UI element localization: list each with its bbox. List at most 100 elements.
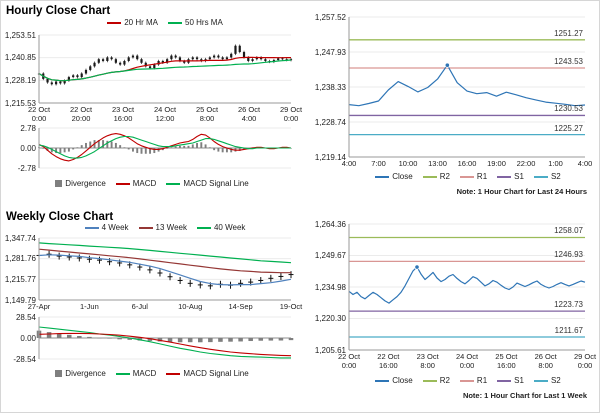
legend-label: Close [392,172,413,181]
hourly-sr-x-tick: 13:00 [428,159,447,168]
legend-line-swatch [375,379,390,382]
legend-label: Divergence [65,369,106,378]
legend-line-swatch [533,175,548,178]
weekly-close-x-tick: 10-Aug [178,302,203,311]
hourly-close-x-tick: 29 Oct 0:00 [279,105,303,123]
legend-line-swatch [84,226,99,229]
hourly-sr-x-tick: 19:00 [487,159,506,168]
legend-label: MACD [132,369,157,378]
legend-label: 4 Week [101,223,129,232]
legend-label: 50 Hrs MA [185,18,223,27]
hourly-sr-note: Note: 1 Hour Chart for Last 24 Hours [456,187,587,196]
legend-line-swatch [422,379,437,382]
hourly-sr-x-tick: 16:00 [457,159,477,168]
hourly-close-x-tick: 22 Oct 20:00 [69,105,93,123]
weekly-sr-x-tick: 22 Oct 0:00 [337,352,361,370]
hourly-close-x-tick: 22 Oct 0:00 [27,105,51,123]
legend-line-swatch [422,175,437,178]
legend-item: R2 [422,376,450,385]
weekly-close-x-tick: 27-Apr [27,302,51,311]
weekly-close-plot [36,237,294,301]
legend-item: Divergence [55,369,106,378]
weekly-sr-x-tick: 29 Oct 0:00 [573,352,597,370]
weekly-close-y-tick: 1,215.77 [4,274,36,284]
legend-item: 20 Hr MA [107,18,158,27]
legend-line-swatch [115,182,130,185]
hourly-close-plot [37,34,293,104]
legend-item: 40 Week [196,223,246,232]
weekly-sr-y-tick: 1,249.67 [314,251,346,260]
legend-item: 50 Hrs MA [168,18,223,27]
hourly-close-y-tick: 1,215.53 [4,98,36,108]
hourly-close-x-tick: 23 Oct 16:00 [111,105,135,123]
legend-item: Divergence [55,179,106,188]
legend-item: R2 [422,172,450,181]
hourly-sr-y-tick: 1,228.74 [314,117,346,127]
weekly-sr-r2-value-label: 1258.07 [554,226,583,236]
legend-item: R1 [459,376,488,385]
legend-line-swatch [115,372,130,375]
weekly-sr-legend: Close R2 R1 S1 S2 [349,376,587,385]
legend-line-swatch [497,379,512,382]
hourly-sr-y-tick: 1,257.52 [314,12,346,22]
legend-line-swatch [107,21,122,24]
legend-label: S1 [514,172,524,181]
hourly-chart-title: Hourly Close Chart [6,5,111,17]
legend-line-swatch [459,175,474,178]
weekly-sr-r1-value-label: 1246.93 [554,250,583,260]
legend-label: R1 [476,172,488,181]
hourly-sr-legend: Close R2 R1 S1 S2 [349,172,587,181]
hourly-sr-x-tick: 7:00 [371,159,386,168]
legend-line-swatch [166,372,181,375]
weekly-sr-x-tick: 25 Oct 16:00 [495,352,518,370]
weekly-sr-y-tick: 1,234.98 [314,282,346,292]
legend-line-swatch [166,182,181,185]
legend-item: S2 [533,172,561,181]
hourly-close-x-tick: 25 Oct 8:00 [195,105,219,123]
legend-label: 40 Week [213,223,246,232]
legend-label: S2 [550,172,561,181]
legend-item: MACD Signal Line [166,179,249,188]
weekly-ma-legend: 4 Week 13 Week 40 Week [39,223,291,232]
hourly-close-y-tick: 1,253.51 [4,30,36,40]
hourly-sr-x-tick: 22:00 [516,159,536,168]
legend-item: 13 Week [138,223,187,232]
hourly-sr-r2-value-label: 1251.27 [554,28,583,38]
legend-label: 20 Hr MA [124,18,158,27]
weekly-macd-legend: Divergence MACD MACD Signal Line [7,369,297,378]
hourly-sr-s2-value-label: 1225.27 [554,123,583,133]
legend-item: MACD Signal Line [166,369,249,378]
weekly-macd-plot [36,316,294,360]
legend-line-swatch [497,175,512,178]
hourly-sr-x-tick: 1:00 [548,159,563,168]
weekly-sr-x-tick: 26 Oct 8:00 [534,352,557,370]
weekly-close-y-tick: 1,149.79 [4,295,36,305]
legend-label: MACD [132,179,157,188]
weekly-sr-s2-value-label: 1211.67 [554,326,583,335]
hourly-ma-legend: 20 Hr MA 50 Hrs MA [39,18,291,27]
weekly-chart-title: Weekly Close Chart [6,211,114,223]
weekly-close-x-tick: 14-Sep [228,302,253,311]
legend-line-swatch [459,379,474,382]
legend-label: R1 [476,376,488,385]
legend-label: Divergence [65,179,106,188]
weekly-sr-s1-value-label: 1223.73 [554,300,583,310]
hourly-macd-y-tick: 0.00 [20,143,36,153]
hourly-sr-s1-value-label: 1230.53 [554,104,583,114]
hourly-macd-plot [38,127,292,169]
hourly-macd-y-tick: -2.78 [17,163,36,173]
weekly-close-y-tick: 1,347.74 [4,233,36,243]
weekly-sr-y-tick: 1,264.36 [314,219,346,229]
weekly-close-x-tick: 1-Jun [80,302,99,311]
hourly-macd-legend: Divergence MACD MACD Signal Line [7,179,297,188]
weekly-close-x-tick: 19-Oct [279,302,303,311]
legend-label: R2 [439,172,450,181]
weekly-macd-y-tick: 0.00 [20,333,36,343]
weekly-sr-plot [348,223,586,351]
weekly-sr-x-tick: 22 Oct 16:00 [377,352,400,370]
legend-box-swatch [55,370,63,377]
hourly-sr-plot [348,16,586,158]
weekly-sr-x-tick: 24 Oct 0:00 [455,352,479,370]
weekly-sr-y-tick: 1,205.61 [314,345,346,355]
